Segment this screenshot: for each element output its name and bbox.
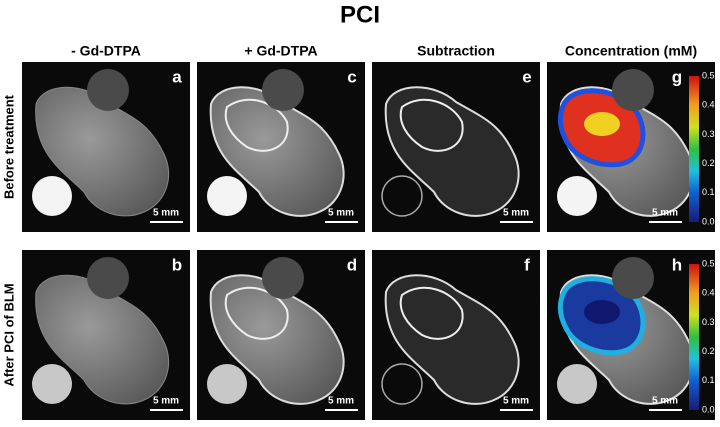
column-header: + Gd-DTPA [244,43,317,59]
panel-letter: f [524,255,530,274]
image-panel: g 5 mm 0.5 0.4 0.3 0.2 0.1 0.0 [547,62,715,232]
scale-bar-label: 5 mm [503,208,529,219]
scale-bar-label: 5 mm [652,396,678,407]
tissue [384,274,520,405]
colorbar-tick-label: 0.2 [702,346,715,356]
row-label: Before treatment [1,94,16,199]
concentration-overlay [584,112,620,136]
reference-gray [262,69,304,111]
reference-white [381,363,423,405]
reference-white [32,364,72,404]
scale-bar-label: 5 mm [328,396,354,407]
panel-letter: h [672,255,682,274]
colorbar-tick-label: 0.4 [702,100,715,110]
panel-letter: e [522,67,531,86]
reference-gray [87,69,129,111]
reference-white [557,364,597,404]
reference-gray [87,257,129,299]
panel-letter: c [347,67,356,86]
column-header: Concentration (mM) [565,43,697,59]
enhancement [224,98,289,152]
row-label: After PCI of BLM [1,283,16,386]
colorbar-tick-label: 0.4 [702,288,715,298]
colorbar-tick-label: 0.5 [702,70,715,80]
enhancement [399,286,464,340]
reference-gray [262,257,304,299]
enhancement [224,286,289,340]
scale-bar-label: 5 mm [328,208,354,219]
panel-letter: a [172,67,182,86]
colorbar-tick-label: 0.1 [702,187,715,197]
scale-bar-label: 5 mm [153,208,179,219]
colorbar [689,264,699,410]
tissue [384,86,520,217]
colorbar-tick-label: 0.5 [702,258,715,268]
reference-white [32,176,72,216]
colorbar-tick-label: 0.1 [702,375,715,385]
column-header: Subtraction [417,43,495,59]
reference-white [207,364,247,404]
reference-gray [612,69,654,111]
panel-letter: b [172,255,182,274]
image-panel: h 5 mm 0.5 0.4 0.3 0.2 0.1 0.0 [547,250,715,420]
reference-white [557,176,597,216]
column-header: - Gd-DTPA [71,43,141,59]
colorbar-tick-label: 0.3 [702,317,715,327]
panel-letter: d [347,255,357,274]
image-panel: a 5 mm [22,62,190,232]
concentration-overlay [584,300,620,324]
image-panel: e 5 mm [372,62,540,232]
image-panel: c 5 mm [197,62,365,232]
image-panel: d 5 mm [197,250,365,420]
image-panel: f 5 mm [372,250,540,420]
scale-bar-label: 5 mm [503,396,529,407]
panel-letter: g [672,67,682,86]
image-panel: b 5 mm [22,250,190,420]
figure-title: PCI [340,1,380,28]
colorbar [689,76,699,222]
reference-white [207,176,247,216]
colorbar-tick-label: 0.0 [702,216,715,226]
reference-gray [612,257,654,299]
colorbar-tick-label: 0.0 [702,404,715,414]
colorbar-tick-label: 0.2 [702,158,715,168]
colorbar-tick-label: 0.3 [702,129,715,139]
scale-bar-label: 5 mm [652,208,678,219]
reference-white [381,175,423,217]
scale-bar-label: 5 mm [153,396,179,407]
enhancement [399,98,464,152]
